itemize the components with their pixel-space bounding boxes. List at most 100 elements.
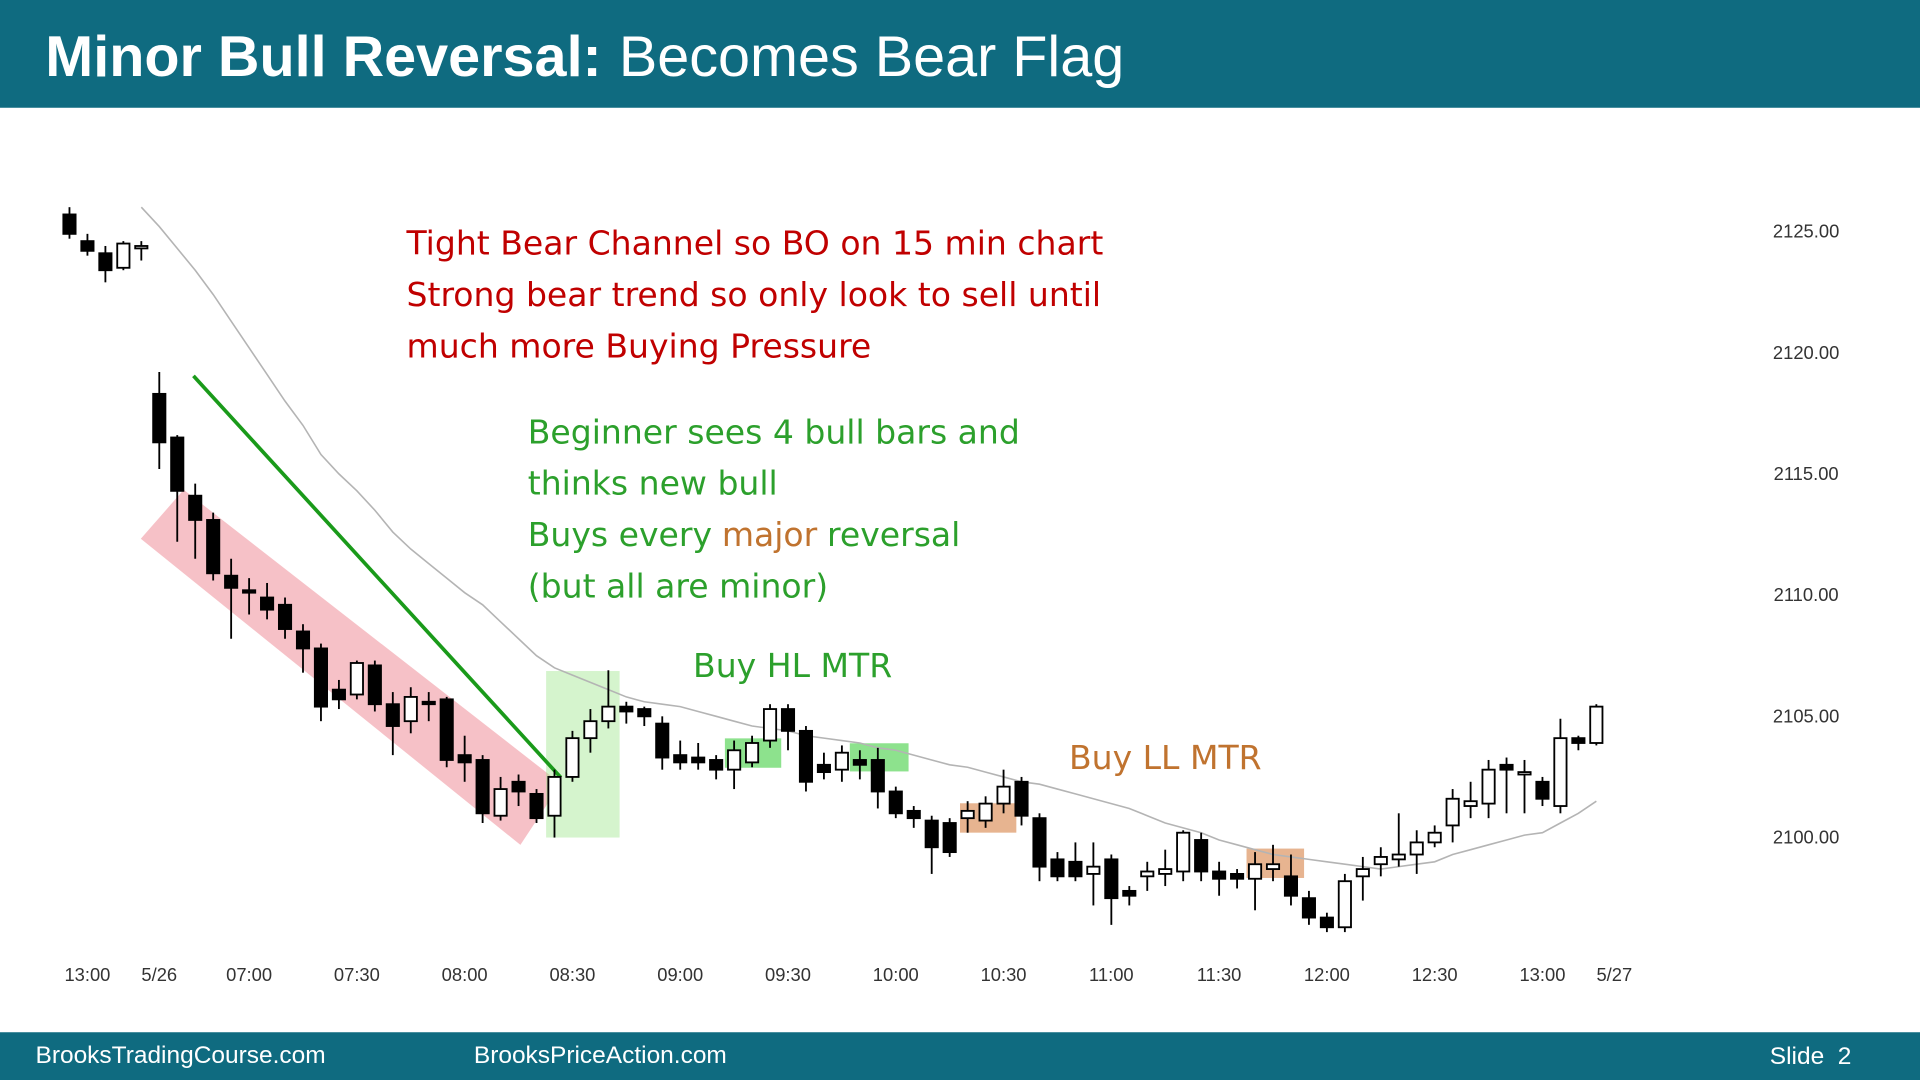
candle-body <box>295 630 311 650</box>
candle-body <box>888 790 903 815</box>
candle-body <box>1553 737 1568 807</box>
x-tick-label: 10:00 <box>873 964 919 985</box>
candle-body <box>277 603 293 630</box>
candle-body <box>960 809 975 820</box>
y-tick-label: 2125.00 <box>1773 221 1839 242</box>
candle-body <box>619 705 634 713</box>
candle-body <box>1445 797 1460 827</box>
candle-body <box>1050 858 1065 878</box>
candle-body <box>1391 853 1406 861</box>
annotation-part: reversal <box>827 515 960 554</box>
candle-body <box>457 754 472 764</box>
slide-number: Slide 2 <box>1770 1043 1852 1070</box>
x-tick-label: 5/26 <box>141 964 177 985</box>
candle-body <box>1140 870 1155 878</box>
candle-body <box>1463 800 1478 807</box>
candle-body <box>529 792 544 820</box>
candle-body <box>349 662 364 696</box>
candle-body <box>1499 763 1514 771</box>
candle-body <box>780 708 796 732</box>
candle-body <box>1158 868 1173 875</box>
candle-body <box>224 574 239 589</box>
candle-body <box>727 749 742 771</box>
candle-body <box>942 822 957 854</box>
candle-body <box>206 519 221 575</box>
moving-average <box>140 206 1597 870</box>
x-tick-label: 13:00 <box>64 964 110 985</box>
title-rest: Becomes Bear Flag <box>619 25 1124 89</box>
annotation: Strong bear trend so only look to sell u… <box>407 275 1102 314</box>
candle-body <box>170 436 185 492</box>
candle-body <box>1301 897 1316 919</box>
slide-title: Minor Bull Reversal: Becomes Bear Flag <box>45 25 1124 89</box>
candle-body <box>331 688 346 701</box>
candle-body <box>242 589 257 594</box>
candle-body <box>852 759 867 766</box>
x-tick-label: 10:30 <box>981 964 1027 985</box>
y-tick-label: 2100.00 <box>1773 827 1839 848</box>
candle-body <box>80 240 95 252</box>
candle-body <box>421 700 436 706</box>
candle-body <box>439 698 454 761</box>
candle-body <box>1373 856 1388 866</box>
candle-body <box>403 696 418 723</box>
y-tick-label: 2120.00 <box>1773 342 1839 363</box>
candle-body <box>816 763 831 774</box>
candle-body <box>978 802 993 822</box>
trend-line <box>192 374 563 779</box>
footer-center: BrooksPriceAction.com <box>474 1042 727 1069</box>
candle-body <box>152 392 167 444</box>
candle-body <box>709 759 724 771</box>
candle-body <box>1068 860 1083 878</box>
x-tick-label: 09:00 <box>657 964 703 985</box>
candle-body <box>1212 870 1227 880</box>
annotation: Buy LL MTR <box>1069 738 1262 777</box>
candle-body <box>134 245 149 250</box>
candle-body <box>260 596 275 611</box>
y-tick-label: 2115.00 <box>1774 463 1839 484</box>
candle-body <box>565 737 580 778</box>
header-bar <box>0 0 1920 108</box>
candle-body <box>1265 863 1281 870</box>
candle-body <box>1230 873 1245 880</box>
candle-body <box>745 742 760 764</box>
annotation: Beginner sees 4 bull bars and <box>528 412 1020 451</box>
annotation: Buys every major reversal <box>528 515 961 554</box>
candle-body <box>1589 705 1604 744</box>
candle-body <box>475 759 490 815</box>
annotation: thinks new bull <box>528 464 778 503</box>
x-tick-label: 12:00 <box>1304 964 1350 985</box>
candle-body <box>691 756 706 764</box>
candle-body <box>1248 863 1263 880</box>
annotation: Tight Bear Channel so BO on 15 min chart <box>406 224 1104 263</box>
x-tick-label: 09:30 <box>765 964 811 985</box>
candle-body <box>511 780 526 793</box>
annotation: (but all are minor) <box>528 567 828 606</box>
candle-body <box>1086 865 1101 875</box>
candle-body <box>996 785 1011 805</box>
y-tick-label: 2105.00 <box>1773 705 1839 726</box>
candle-body <box>1409 841 1424 856</box>
candle-body <box>637 708 652 718</box>
candle-body <box>62 213 77 235</box>
candle-body <box>1176 831 1191 873</box>
candle-body <box>493 788 508 817</box>
x-tick-label: 07:00 <box>226 964 272 985</box>
x-tick-label: 5/27 <box>1596 964 1632 985</box>
y-tick-label: 2110.00 <box>1774 584 1839 605</box>
annotation: much more Buying Pressure <box>407 327 872 366</box>
candle-body <box>1337 880 1352 929</box>
candle-body <box>1481 768 1496 805</box>
candle-body <box>583 720 598 740</box>
candle-body <box>798 729 814 783</box>
candle-body <box>762 708 778 742</box>
footer-bar <box>0 1032 1920 1080</box>
candle-body <box>906 809 921 820</box>
candle-body <box>1571 737 1586 744</box>
x-tick-label: 07:30 <box>334 964 380 985</box>
candle-body <box>1427 831 1442 844</box>
candle-body <box>1355 868 1370 878</box>
candle-body <box>834 751 849 771</box>
